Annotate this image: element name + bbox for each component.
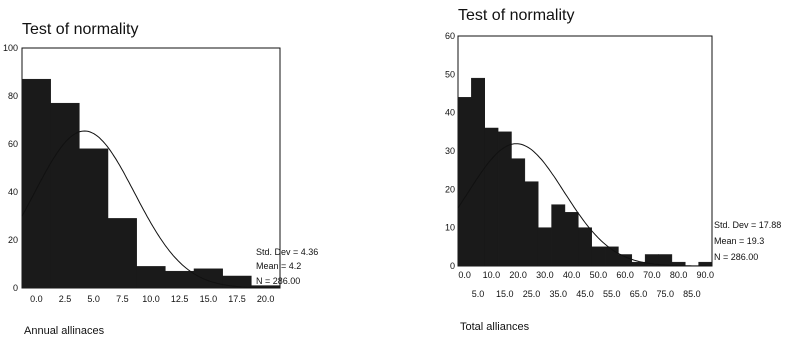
x-tick-label: 40.0 [563, 270, 581, 280]
histogram-bar [524, 181, 539, 267]
x-axis-label: Total alliances [460, 321, 530, 333]
histogram-bar [578, 227, 592, 267]
y-tick-label: 60 [8, 139, 18, 149]
x-tick-label: 45.0 [576, 289, 594, 299]
histogram-bar [50, 102, 80, 289]
x-tick-label: 75.0 [656, 289, 674, 299]
stat-n: N = 286.00 [256, 276, 300, 286]
chart-total-alliances: Test of normality 0 10 20 30 40 50 60 0.0 10.0 2… [445, 7, 781, 333]
x-tick-label: 30.0 [536, 270, 554, 280]
x-tick-label: 25.0 [523, 289, 541, 299]
x-tick-label: 55.0 [603, 289, 621, 299]
y-tick-label: 40 [8, 187, 18, 197]
x-tick-label: 80.0 [670, 270, 688, 280]
x-tick-label: 5.0 [87, 294, 100, 304]
stat-mean: Mean = 4.2 [256, 261, 301, 271]
histogram-bar [591, 246, 606, 267]
y-tick-label: 100 [3, 43, 18, 53]
histogram-bar [79, 148, 109, 289]
histogram-bar [511, 158, 526, 267]
chart-annual-alliances: Test of normality 0 20 40 60 80 100 0.0 2.5 5.0… [3, 21, 318, 337]
x-tick-label: 10.0 [142, 294, 160, 304]
x-tick-label: 85.0 [683, 289, 701, 299]
x-tick-label: 50.0 [590, 270, 608, 280]
stat-std-dev: Std. Dev = 4.36 [256, 247, 318, 257]
x-tick-label: 7.5 [116, 294, 129, 304]
normal-curve [457, 143, 712, 267]
x-tick-label: 65.0 [630, 289, 648, 299]
normal-curve [21, 130, 280, 289]
x-tick-label: 2.5 [59, 294, 72, 304]
histogram-bar [471, 77, 485, 267]
histogram-bar [457, 97, 472, 267]
chart-title: Test of normality [458, 7, 574, 24]
x-tick-label: 12.5 [171, 294, 189, 304]
histogram-bar [618, 254, 633, 267]
x-tick-label: 90.0 [697, 270, 715, 280]
histogram-bar [193, 268, 223, 289]
x-tick-label: 10.0 [483, 270, 501, 280]
y-tick-label: 10 [445, 223, 455, 233]
y-tick-label: 20 [8, 235, 18, 245]
histogram-bar [551, 204, 566, 267]
histogram-bar [537, 227, 552, 267]
y-tick-label: 30 [445, 146, 455, 156]
y-tick-label: 0 [450, 261, 455, 271]
stat-std-dev: Std. Dev = 17.88 [714, 220, 781, 230]
x-tick-label: 35.0 [549, 289, 567, 299]
y-tick-label: 80 [8, 91, 18, 101]
x-tick-label: 20.0 [509, 270, 527, 280]
histogram-bar [658, 254, 673, 267]
chart-title: Test of normality [22, 21, 138, 38]
x-tick-label: 15.0 [496, 289, 514, 299]
histogram-bar [136, 266, 166, 289]
x-tick-label: 5.0 [472, 289, 485, 299]
x-tick-label: 0.0 [458, 270, 471, 280]
histogram-bar [497, 131, 512, 267]
y-tick-label: 50 [445, 69, 455, 79]
x-tick-label: 60.0 [616, 270, 634, 280]
y-tick-label: 60 [445, 31, 455, 41]
histogram-bar [21, 78, 51, 289]
y-tick-label: 0 [13, 283, 18, 293]
x-axis-label: Annual allinaces [24, 325, 105, 337]
x-tick-label: 15.0 [200, 294, 218, 304]
y-tick-label: 40 [445, 108, 455, 118]
histogram-bar [222, 275, 252, 289]
x-tick-label: 0.0 [30, 294, 43, 304]
histogram-bar [165, 270, 195, 289]
histogram-bar [107, 218, 137, 289]
x-tick-label: 20.0 [257, 294, 275, 304]
stat-mean: Mean = 19.3 [714, 236, 764, 246]
histogram-bar [564, 212, 579, 267]
y-tick-label: 20 [445, 184, 455, 194]
stat-n: N = 286.00 [714, 252, 758, 262]
x-tick-label: 70.0 [643, 270, 661, 280]
histogram-bar [484, 127, 499, 267]
x-tick-label: 17.5 [228, 294, 246, 304]
